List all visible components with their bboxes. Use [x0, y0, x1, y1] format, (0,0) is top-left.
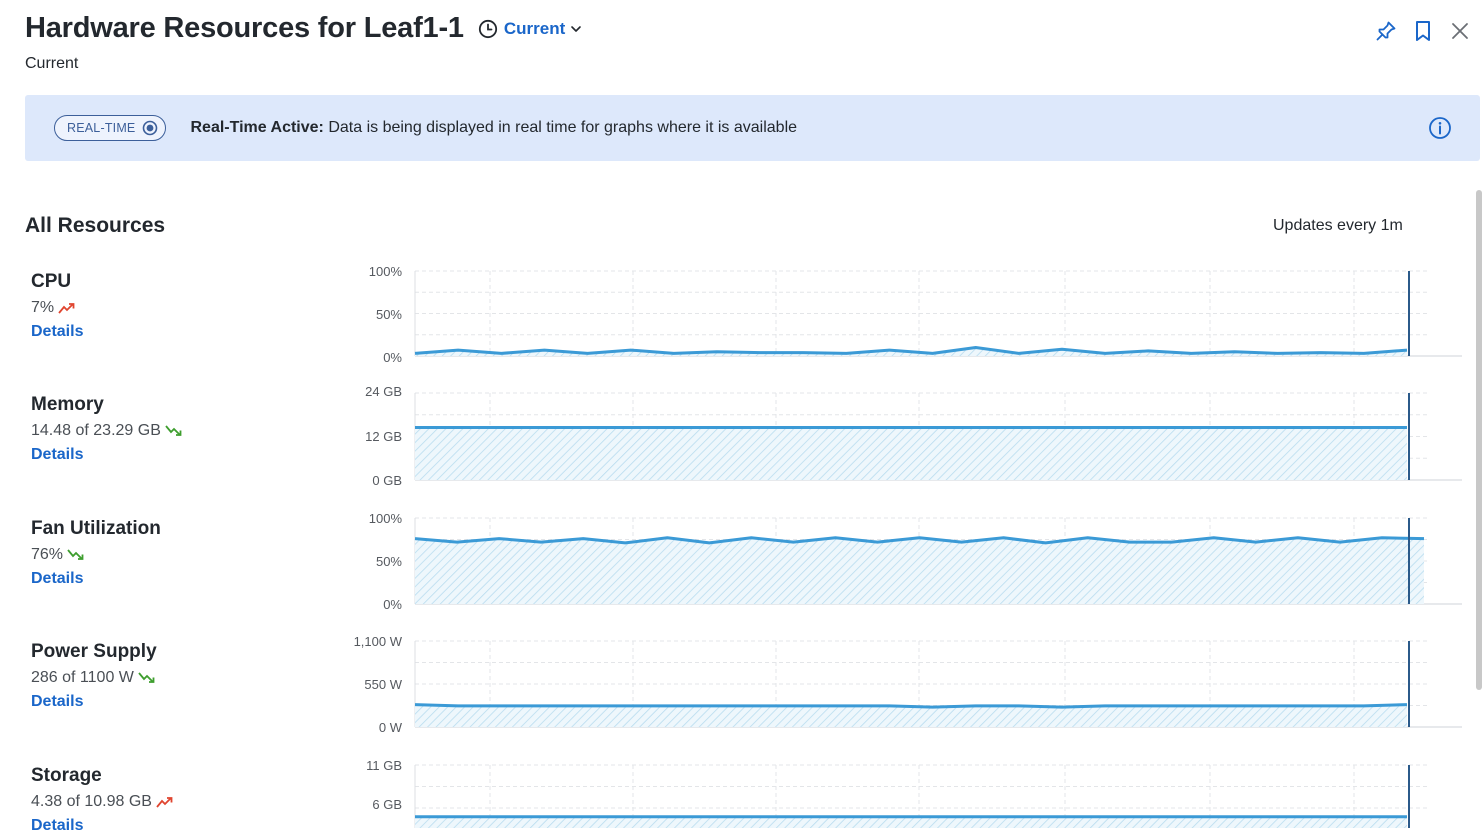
- y-tick-label: 0 GB: [332, 473, 402, 488]
- banner-message: Real-Time Active: Data is being displaye…: [190, 119, 797, 137]
- realtime-banner: REAL-TIME Real-Time Active: Data is bein…: [25, 95, 1480, 161]
- y-tick-label: 12 GB: [332, 429, 402, 444]
- resource-value-text: 7%: [31, 299, 54, 317]
- series-area: [415, 428, 1407, 481]
- series-line: [415, 705, 1407, 708]
- resource-value: 286 of 1100 W: [31, 669, 157, 687]
- banner-headline: Real-Time Active:: [190, 119, 323, 136]
- y-tick-label: 50%: [332, 554, 402, 569]
- scrollbar[interactable]: [1476, 190, 1482, 690]
- resource-value-text: 14.48 of 23.29 GB: [31, 422, 161, 440]
- resource-value: 4.38 of 10.98 GB: [31, 793, 174, 811]
- resource-value: 14.48 of 23.29 GB: [31, 422, 183, 440]
- series-line: [415, 348, 1407, 354]
- resource-cpu: CPU 7% Details: [31, 271, 83, 341]
- y-tick-label: 100%: [332, 511, 402, 526]
- power-details-link[interactable]: Details: [31, 693, 83, 711]
- resource-name: Power Supply: [31, 641, 157, 663]
- resource-value: 7%: [31, 299, 83, 317]
- y-tick-label: 0%: [332, 350, 402, 365]
- fan-details-link[interactable]: Details: [31, 570, 83, 588]
- series-area: [415, 348, 1407, 357]
- y-tick-label: 550 W: [332, 677, 402, 692]
- bookmark-button[interactable]: [1410, 18, 1436, 44]
- bookmark-icon: [1412, 19, 1434, 43]
- y-tick-label: 50%: [332, 307, 402, 322]
- cpu-details-link[interactable]: Details: [31, 323, 83, 341]
- series-area: [415, 705, 1407, 727]
- clock-icon: [478, 19, 498, 39]
- series-area: [415, 817, 1407, 828]
- time-selector-label: Current: [504, 19, 565, 39]
- section-title: All Resources: [25, 214, 165, 238]
- y-tick-label: 1,100 W: [332, 634, 402, 649]
- memory-details-link[interactable]: Details: [31, 446, 83, 464]
- close-button[interactable]: [1447, 18, 1473, 44]
- storage-details-link[interactable]: Details: [31, 817, 83, 835]
- banner-body: Data is being displayed in real time for…: [328, 119, 797, 136]
- y-tick-label: 0 W: [332, 720, 402, 735]
- resource-name: CPU: [31, 271, 83, 293]
- page-subtitle: Current: [25, 55, 78, 73]
- time-range-selector[interactable]: Current: [478, 19, 582, 39]
- series-line: [415, 538, 1424, 543]
- realtime-pill-label: REAL-TIME: [67, 121, 135, 135]
- resource-value-text: 76%: [31, 546, 63, 564]
- chevron-down-icon: [570, 23, 582, 35]
- series-area: [415, 538, 1424, 604]
- update-interval: Updates every 1m: [1273, 217, 1403, 235]
- trend-up-icon: [58, 301, 76, 315]
- trend-down-icon: [165, 424, 183, 438]
- info-icon[interactable]: [1428, 116, 1452, 140]
- resource-storage: Storage 4.38 of 10.98 GB Details: [31, 765, 174, 835]
- y-tick-label: 0%: [332, 597, 402, 612]
- header-actions: [1362, 18, 1473, 44]
- resource-fan: Fan Utilization 76% Details: [31, 518, 161, 588]
- resource-power: Power Supply 286 of 1100 W Details: [31, 641, 157, 711]
- trend-up-icon: [156, 795, 174, 809]
- resource-value-text: 4.38 of 10.98 GB: [31, 793, 152, 811]
- resource-name: Fan Utilization: [31, 518, 161, 540]
- y-tick-label: 11 GB: [332, 758, 402, 773]
- pin-icon: [1374, 19, 1398, 43]
- realtime-toggle[interactable]: REAL-TIME: [54, 115, 166, 141]
- resource-value-text: 286 of 1100 W: [31, 669, 134, 687]
- resource-memory: Memory 14.48 of 23.29 GB Details: [31, 394, 183, 464]
- header: Hardware Resources for Leaf1-1 Current: [25, 12, 582, 45]
- resource-name: Storage: [31, 765, 174, 787]
- y-tick-label: 6 GB: [332, 797, 402, 812]
- resource-value: 76%: [31, 546, 161, 564]
- radio-target-icon: [142, 120, 158, 136]
- y-tick-label: 100%: [332, 264, 402, 279]
- pin-button[interactable]: [1373, 18, 1399, 44]
- close-icon: [1450, 21, 1470, 41]
- y-tick-label: 24 GB: [332, 384, 402, 399]
- resource-name: Memory: [31, 394, 183, 416]
- page-title: Hardware Resources for Leaf1-1: [25, 12, 464, 45]
- trend-down-icon: [67, 548, 85, 562]
- trend-down-icon: [138, 671, 156, 685]
